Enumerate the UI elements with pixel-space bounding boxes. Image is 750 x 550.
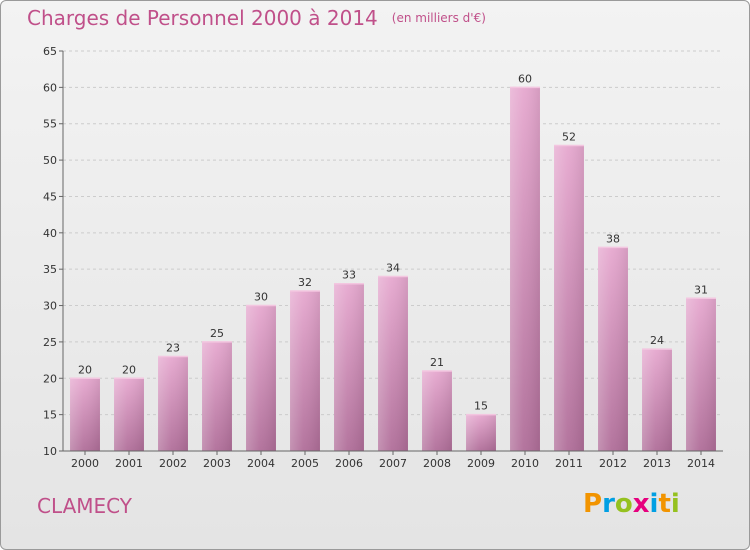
y-tick-label: 45 xyxy=(43,190,57,203)
x-tick-label: 2003 xyxy=(203,457,231,470)
bar-shine xyxy=(114,378,144,451)
data-label: 15 xyxy=(474,400,488,413)
x-tick-label: 2011 xyxy=(555,457,583,470)
bar-shine xyxy=(598,247,628,451)
town-name: CLAMECY xyxy=(37,494,132,518)
x-tick-label: 2000 xyxy=(71,457,99,470)
y-tick-label: 65 xyxy=(43,45,57,58)
x-tick-label: 2007 xyxy=(379,457,407,470)
x-tick-label: 2008 xyxy=(423,457,451,470)
data-label: 23 xyxy=(166,341,180,354)
logo-letter: i xyxy=(670,489,680,519)
data-label: 52 xyxy=(562,131,576,144)
data-label: 21 xyxy=(430,356,444,369)
logo-letter: r xyxy=(602,489,615,519)
data-label: 25 xyxy=(210,327,224,340)
bar-shine xyxy=(686,298,716,451)
data-label: 31 xyxy=(694,283,708,296)
x-tick-label: 2009 xyxy=(467,457,495,470)
chart-subtitle: (en milliers d'€) xyxy=(391,11,486,25)
x-tick-label: 2012 xyxy=(599,457,627,470)
bar-shine xyxy=(510,87,540,451)
logo-letter: x xyxy=(632,489,650,519)
x-tick-label: 2001 xyxy=(115,457,143,470)
y-tick-label: 25 xyxy=(43,336,57,349)
y-tick-label: 60 xyxy=(43,81,57,94)
y-tick-label: 30 xyxy=(43,300,57,313)
bar-shine xyxy=(334,283,364,451)
logo-letter: i xyxy=(649,489,659,519)
y-tick-label: 40 xyxy=(43,227,57,240)
y-tick-label: 50 xyxy=(43,154,57,167)
bar-shine xyxy=(158,356,188,451)
x-tick-label: 2004 xyxy=(247,457,275,470)
x-tick-label: 2005 xyxy=(291,457,319,470)
x-tick-label: 2006 xyxy=(335,457,363,470)
data-label: 34 xyxy=(386,261,400,274)
x-tick-label: 2010 xyxy=(511,457,539,470)
bar-shine xyxy=(466,414,496,451)
y-tick-label: 20 xyxy=(43,372,57,385)
x-tick-label: 2014 xyxy=(687,457,715,470)
title-text: Charges de Personnel 2000 à 2014 xyxy=(27,6,378,30)
y-tick-label: 35 xyxy=(43,263,57,276)
bar-shine xyxy=(642,349,672,451)
data-label: 20 xyxy=(122,363,136,376)
data-label: 33 xyxy=(342,269,356,282)
data-label: 30 xyxy=(254,291,268,304)
data-label: 20 xyxy=(78,363,92,376)
bar-shine xyxy=(290,291,320,451)
bar-shine xyxy=(554,145,584,451)
logo-letter: o xyxy=(614,489,633,519)
bar-shine xyxy=(422,371,452,451)
bar-shine xyxy=(202,341,232,451)
bar-shine xyxy=(70,378,100,451)
y-tick-label: 55 xyxy=(43,118,57,131)
bar-shine xyxy=(378,276,408,451)
y-tick-label: 10 xyxy=(43,445,57,458)
logo-letter: t xyxy=(658,489,671,519)
data-label: 38 xyxy=(606,232,620,245)
data-label: 32 xyxy=(298,276,312,289)
chart-title: Charges de Personnel 2000 à 2014 (en mill… xyxy=(27,6,486,30)
proxiti-logo: Proxiti xyxy=(583,489,680,519)
bar-shine xyxy=(246,305,276,451)
data-label: 60 xyxy=(518,72,532,85)
x-tick-label: 2013 xyxy=(643,457,671,470)
x-tick-label: 2002 xyxy=(159,457,187,470)
y-tick-label: 15 xyxy=(43,409,57,422)
logo-letter: P xyxy=(583,489,603,519)
data-label: 24 xyxy=(650,334,664,347)
